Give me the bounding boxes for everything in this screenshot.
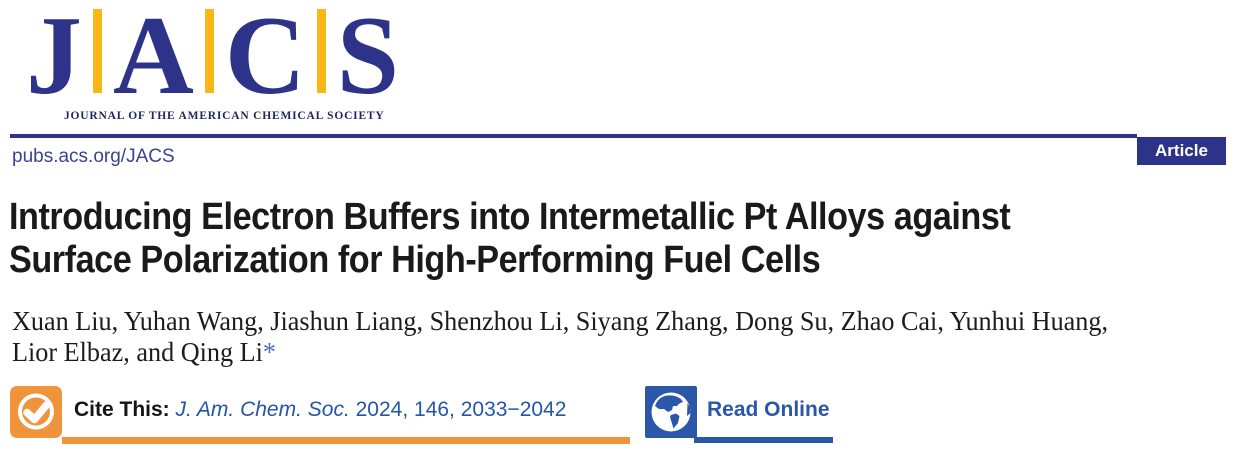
citation-journal: J. Am. Chem. Soc. <box>175 398 350 421</box>
cite-this-label: Cite This: <box>74 398 170 421</box>
logo-letter-a: A <box>113 0 194 118</box>
read-online-underline <box>694 437 833 443</box>
citation-details: 2024, 146, 2033−2042 <box>355 398 567 421</box>
jacs-logo: J A C S <box>26 0 399 112</box>
paper-title: Introducing Electron Buffers into Interm… <box>9 196 1011 282</box>
cite-this-block: Cite This: J. Am. Chem. Soc. 2024, 146, … <box>10 386 642 446</box>
logo-letter-s: S <box>336 0 400 118</box>
read-online-block: Read Online <box>645 386 845 446</box>
header-rule <box>10 134 1137 138</box>
read-online-link[interactable]: Read Online <box>707 398 830 421</box>
corresponding-author-marker: * <box>262 337 277 367</box>
logo-divider-bar <box>204 9 214 93</box>
authors-line1: Xuan Liu, Yuhan Wang, Jiashun Liang, She… <box>12 306 1109 336</box>
citation-link[interactable]: Cite This: J. Am. Chem. Soc. 2024, 146, … <box>74 398 566 422</box>
pubs-acs-link[interactable]: pubs.acs.org/JACS <box>12 146 175 167</box>
logo-letter-c: C <box>224 0 306 118</box>
cite-underline <box>62 437 630 444</box>
paper-title-line1: Introducing Electron Buffers into Interm… <box>9 196 1011 238</box>
logo-divider-bar <box>93 9 102 93</box>
authors-line2: Lior Elbaz, and Qing Li <box>12 337 263 367</box>
logo-divider-bar <box>316 9 326 93</box>
journal-name: JOURNAL OF THE AMERICAN CHEMICAL SOCIETY <box>64 110 385 122</box>
logo-letter-j: J <box>26 0 82 118</box>
author-list: Xuan Liu, Yuhan Wang, Jiashun Liang, She… <box>12 306 1108 368</box>
article-type-badge: Article <box>1137 137 1226 165</box>
paper-title-line2: Surface Polarization for High-Performing… <box>9 239 821 281</box>
globe-icon[interactable] <box>645 386 697 438</box>
check-icon <box>10 386 62 438</box>
